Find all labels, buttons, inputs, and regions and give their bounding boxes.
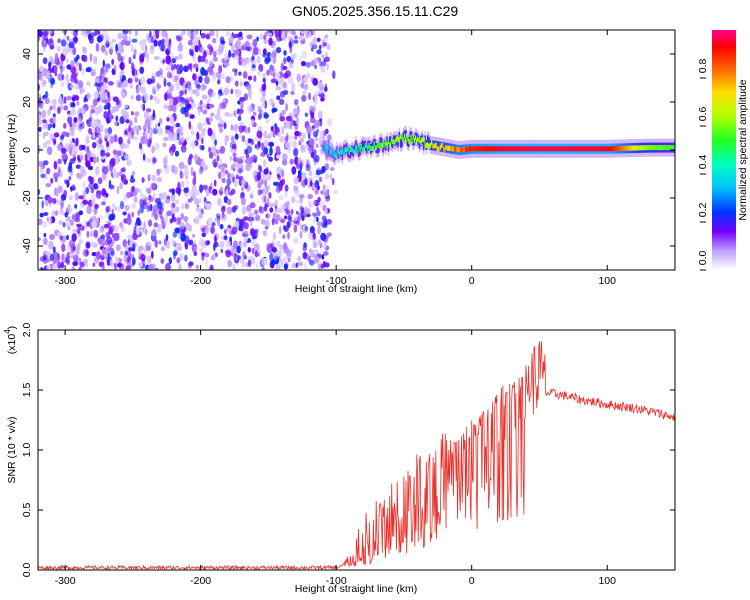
x-tick-label: -100 [326,275,347,287]
x-tick-label: 0 [469,575,475,587]
colorbar-label: Normalized spectral amplitude [737,79,749,220]
snr-y-scale-factor: (x104) [3,326,18,354]
y-tick-label: 0.5 [21,503,33,518]
x-tick-label: 100 [598,575,616,587]
x-tick-label: -200 [190,275,211,287]
x-tick-label: -100 [326,575,347,587]
spectrogram-noise-field [38,30,338,270]
y-tick-label: 0.0 [21,563,33,578]
snr-series-line [38,341,675,570]
y-tick-label: -20 [21,190,33,205]
x-tick-label: -300 [55,575,76,587]
spectrogram-y-axis-label: Frequency (Hz) [6,114,18,186]
y-tick-label: 1.5 [21,383,33,398]
snr-panel: -300 -200 -100 0 100 0.0 0.5 1.0 1.5 2.0 Height … [3,323,676,595]
colorbar-tick-label: 0.6 [697,107,709,122]
y-tick-label: 20 [21,96,33,108]
figure-title: GN05.2025.356.15.11.C29 [292,3,459,19]
colorbar: 0.0 0.2 0.4 0.6 0.8 Normalized spectral ampl… [697,30,749,271]
colorbar-tick-label: 0.4 [697,155,709,170]
y-tick-label: -40 [21,238,33,253]
spectrogram-signal-trace [322,126,675,166]
x-tick-label: 0 [469,275,475,287]
x-tick-label: -200 [190,575,211,587]
y-tick-label: 0 [21,147,33,153]
x-tick-label: 100 [598,275,616,287]
colorbar-tick-label: 0.0 [697,251,709,266]
snr-y-axis-label: SNR (10 * v/v) [6,416,18,483]
snr-x-axis-label: Height of straight line (km) [295,583,418,595]
colorbar-tick-label: 0.2 [697,203,709,218]
snr-frame [37,329,676,571]
x-tick-label: -300 [55,275,76,287]
y-tick-label: 2.0 [21,323,33,338]
spectrogram-x-axis-label: Height of straight line (km) [295,283,418,295]
y-tick-label: 40 [21,48,33,60]
colorbar-tick-label: 0.8 [697,59,709,74]
y-tick-label: 1.0 [21,443,33,458]
colorbar-gradient [712,30,736,270]
